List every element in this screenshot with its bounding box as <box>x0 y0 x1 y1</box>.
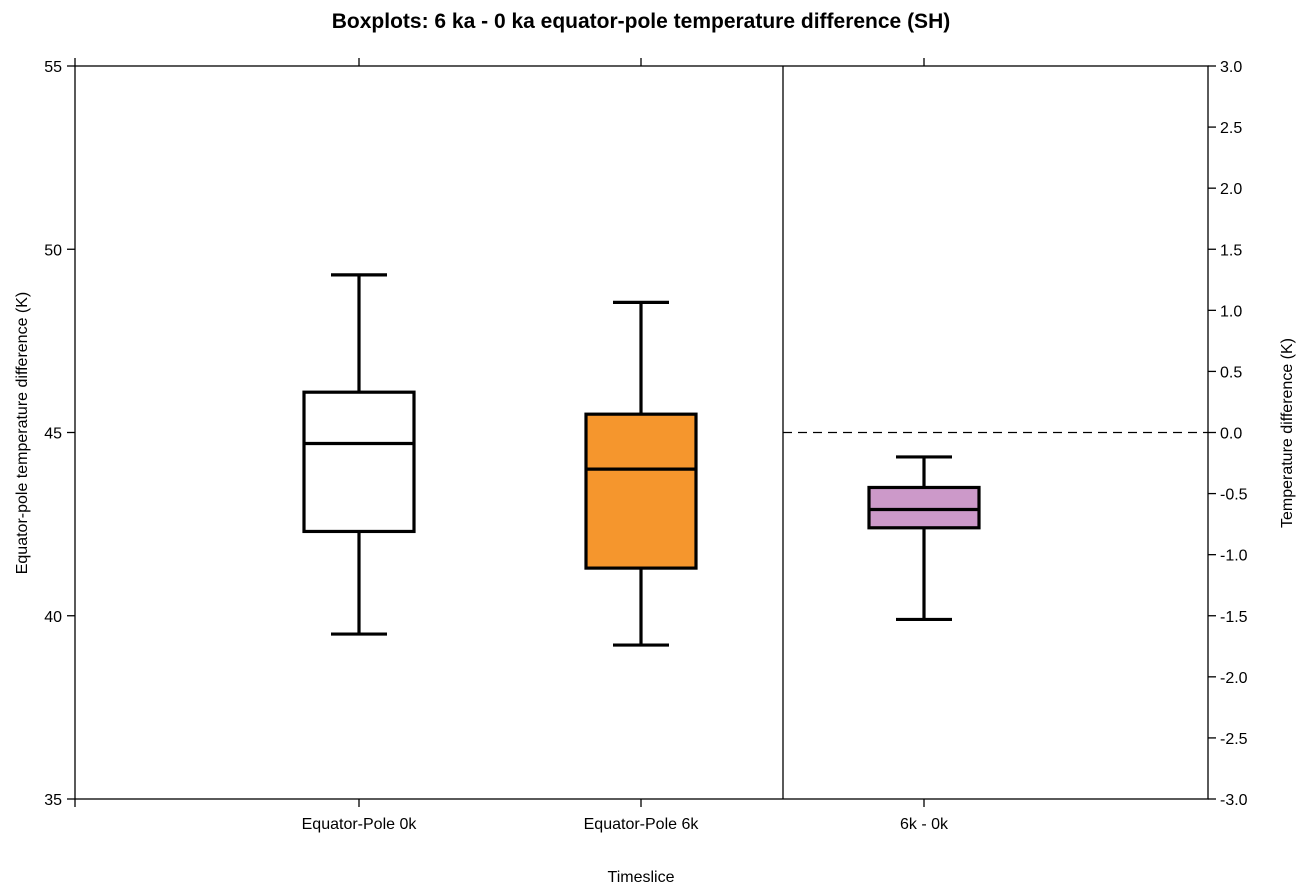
y-right-tick-label: 1.0 <box>1220 303 1242 320</box>
y-right-tick-label: -3.0 <box>1220 792 1248 809</box>
y-left-tick-label: 50 <box>44 242 62 259</box>
x-tick-label: Equator-Pole 0k <box>302 816 418 833</box>
y-left-tick-label: 45 <box>44 426 62 443</box>
box-iqr <box>584 412 698 570</box>
y-axis-left-label: Equator-pole temperature difference (K) <box>14 292 31 575</box>
y-right-tick-label: 3.0 <box>1220 59 1242 76</box>
y-right-tick-label: -2.5 <box>1220 731 1248 748</box>
y-right-tick-label: 0.5 <box>1220 364 1242 381</box>
axes-group: 35 40 45 50 55 3.0 2.5 2.0 1.5 1.0 0.5 0.0 -0.5 -1.0 -… <box>44 58 1248 833</box>
y-left-tick-label: 35 <box>44 792 62 809</box>
y-right-tick-label: 2.0 <box>1220 181 1242 198</box>
y-axis-right-label: Temperature difference (K) <box>1279 338 1296 528</box>
y-right-tick-label: -1.0 <box>1220 548 1248 565</box>
y-right-tick-label: 1.5 <box>1220 242 1242 259</box>
x-axis-label: Timeslice <box>608 869 675 886</box>
box-iqr <box>867 485 981 530</box>
marks-group <box>302 273 1208 647</box>
y-right-tick-label: -1.5 <box>1220 609 1248 626</box>
y-right-tick-label: 2.5 <box>1220 120 1242 137</box>
x-tick-label: 6k - 0k <box>900 816 949 833</box>
x-tick-label: Equator-Pole 6k <box>584 816 700 833</box>
y-right-tick-label: -2.0 <box>1220 670 1248 687</box>
y-right-tick-label: -0.5 <box>1220 487 1248 504</box>
chart-title: Boxplots: 6 ka - 0 ka equator-pole tempe… <box>332 10 950 33</box>
y-left-tick-label: 40 <box>44 609 62 626</box>
box-iqr <box>302 390 416 534</box>
y-right-tick-label: 0.0 <box>1220 426 1242 443</box>
y-left-tick-label: 55 <box>44 59 62 76</box>
